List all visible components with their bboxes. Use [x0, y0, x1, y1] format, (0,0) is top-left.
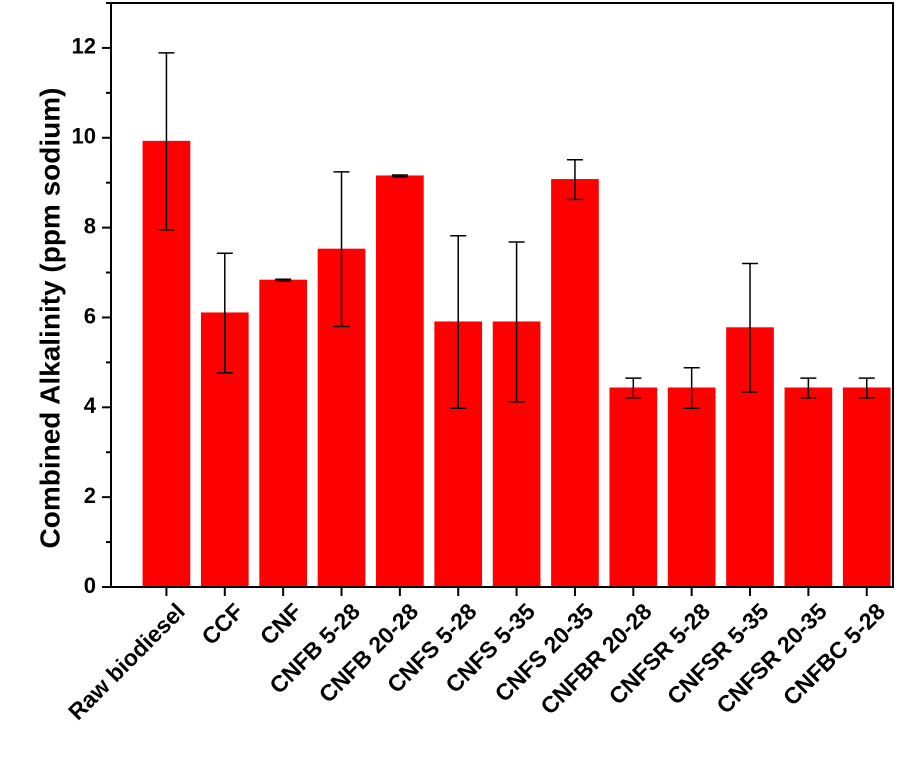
y-tick-label: 4 — [84, 393, 97, 418]
x-tick-label: Raw biodiesel — [63, 598, 190, 725]
bar — [376, 175, 424, 588]
y-tick-label: 12 — [72, 34, 96, 59]
axes-group — [110, 2, 894, 588]
error-bars-group — [158, 52, 875, 409]
plot-frame — [110, 2, 894, 588]
y-axis-title: Combined Alkalinity (ppm sodium) — [34, 88, 65, 549]
bar — [667, 387, 716, 588]
y-tick-label: 0 — [84, 573, 96, 598]
y-ticks-group: 0 2 4 6 8 10 12 — [72, 2, 111, 598]
bar — [259, 279, 308, 588]
y-tick-label: 10 — [72, 124, 96, 149]
x-tick-label: CCF — [196, 598, 248, 650]
y-tick-label: 6 — [84, 303, 96, 328]
x-tick-label: CNFBC 5-28 — [778, 598, 891, 711]
x-tick-label: CNF — [255, 598, 307, 650]
bar — [551, 179, 599, 588]
y-tick-label: 8 — [84, 213, 96, 238]
bar — [784, 387, 833, 588]
bar — [842, 387, 891, 588]
y-tick-label: 2 — [84, 483, 96, 508]
bar — [609, 387, 658, 588]
